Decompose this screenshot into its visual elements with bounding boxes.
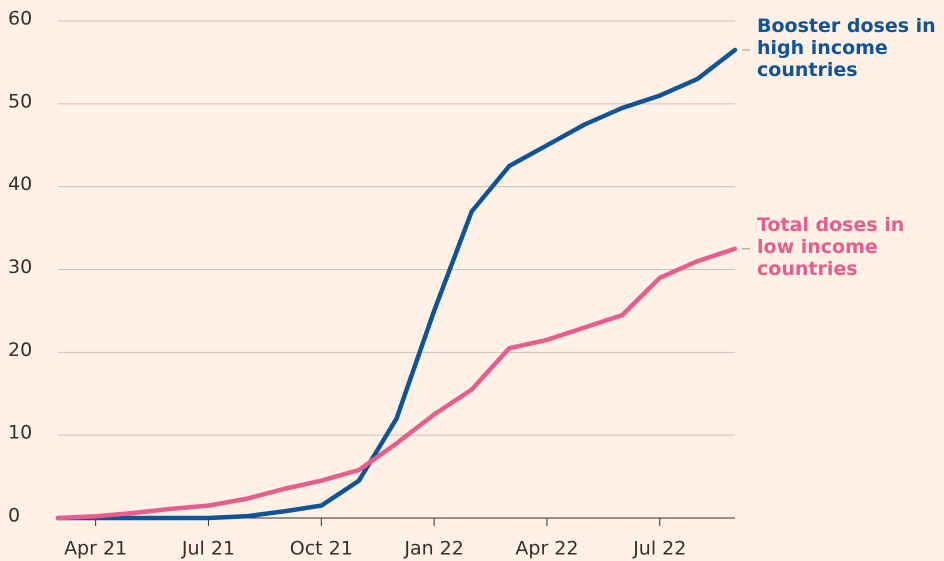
series-label: Total doses in low income countries xyxy=(757,213,905,280)
x-tick-label: Apr 21 xyxy=(64,538,127,560)
x-tick-label: Apr 22 xyxy=(515,538,578,560)
series-label: Booster doses in high income countries xyxy=(757,14,936,81)
y-tick-label: 50 xyxy=(8,90,32,112)
x-tick-label: Jul 22 xyxy=(632,538,686,560)
y-tick-label: 10 xyxy=(8,422,32,444)
y-tick-label: 0 xyxy=(8,505,20,527)
y-tick-label: 20 xyxy=(8,339,32,361)
y-tick-label: 40 xyxy=(8,173,32,195)
x-tick-label: Jul 21 xyxy=(181,538,235,560)
y-tick-label: 30 xyxy=(8,256,32,278)
series-line xyxy=(55,47,738,521)
x-tick-label: Jan 22 xyxy=(403,538,464,560)
x-tick-label: Oct 21 xyxy=(290,538,353,560)
series-line xyxy=(55,246,738,521)
y-tick-label: 60 xyxy=(8,8,32,30)
